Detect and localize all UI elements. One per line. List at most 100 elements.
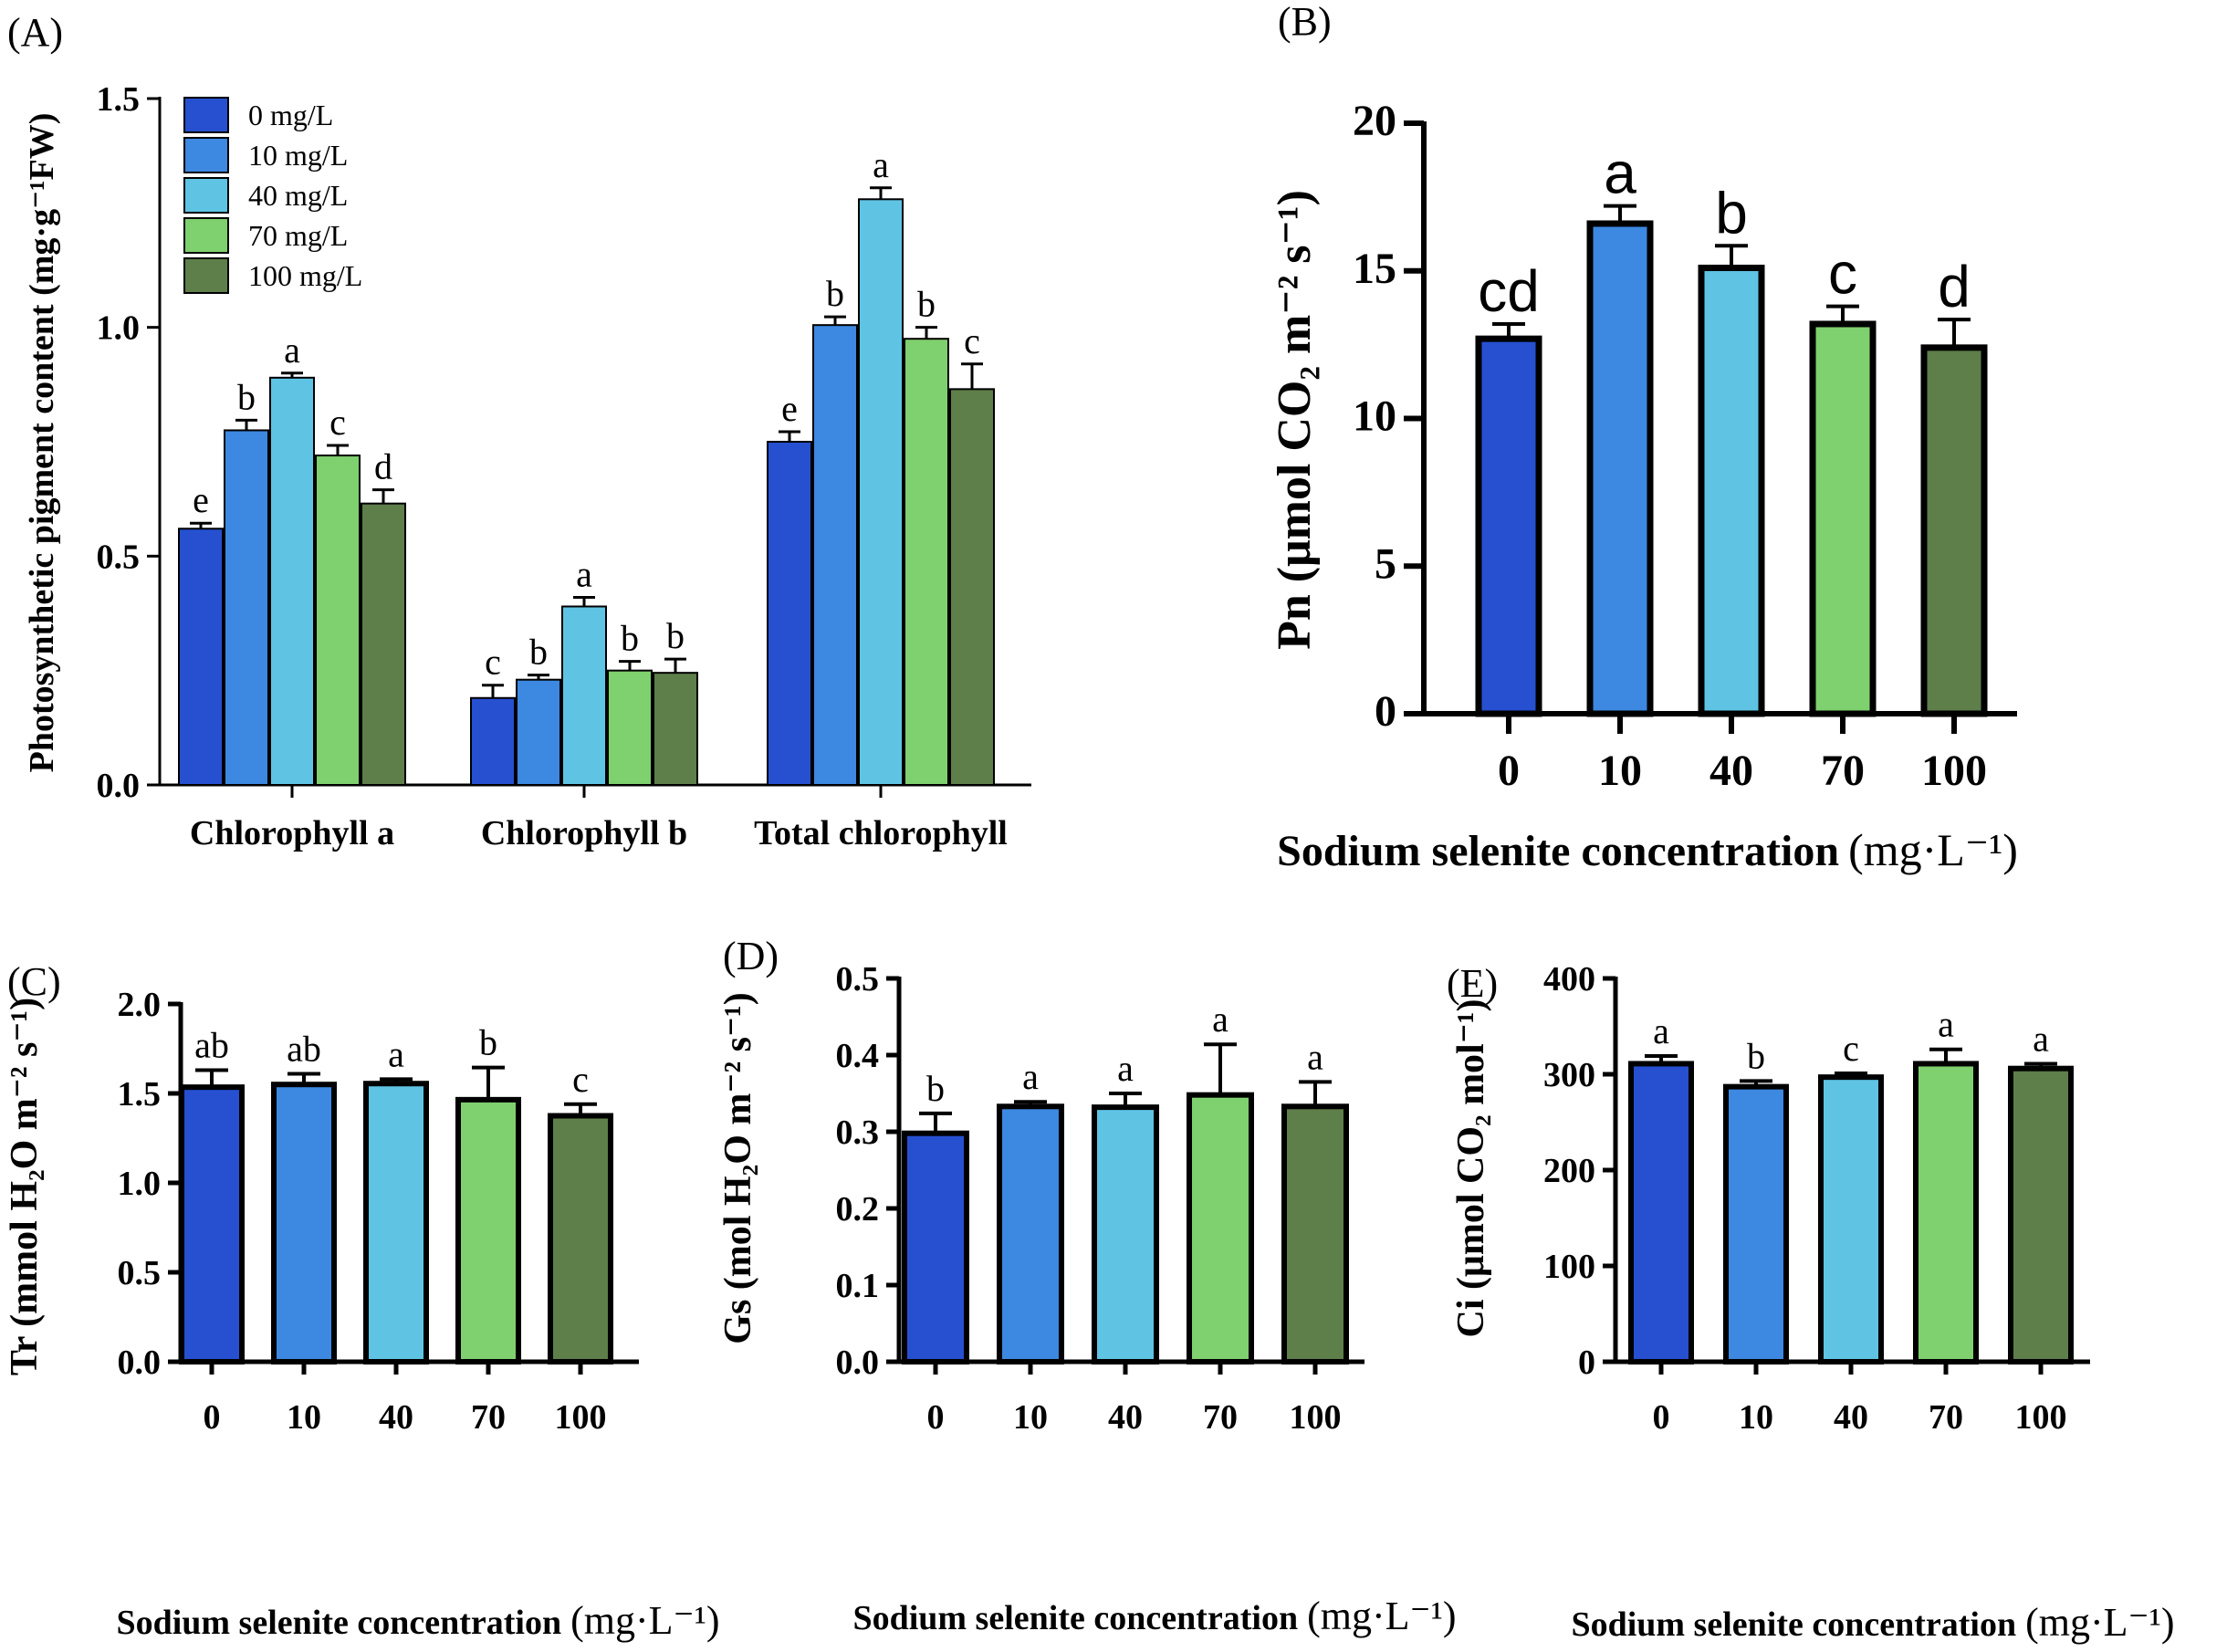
panel-c: 0.00.51.01.52.0ab ab a bc(C)0 10 40 70 100Sodiu… [4, 959, 720, 1643]
legend-swatch [183, 257, 229, 294]
bar [949, 388, 995, 786]
significance-letter: c [1843, 1028, 1859, 1069]
x-axis-title-unit: (mg·L⁻¹) [1307, 1594, 1456, 1638]
y-tick-label: 0.0 [97, 767, 141, 805]
y-tick-label: 200 [1543, 1152, 1595, 1190]
panel-label-e: (E) [1447, 961, 1498, 1006]
bar [1723, 1083, 1789, 1365]
significance-letter: b [237, 376, 256, 417]
x-axis-title-unit: (mg·L⁻¹) [1848, 824, 2018, 875]
bar [516, 678, 561, 787]
legend-swatch [183, 97, 229, 133]
bar [363, 1081, 429, 1364]
bar [902, 1130, 969, 1365]
legend-label: 100 mg/L [248, 259, 362, 292]
significance-letter: b [826, 273, 844, 314]
x-category-label: 40 [379, 1398, 413, 1437]
y-tick-label: 20 [1353, 97, 1396, 145]
significance-letter: d [374, 446, 392, 487]
x-category-label: 40 [1108, 1398, 1143, 1437]
significance-letter: a [873, 144, 889, 185]
y-tick-label: 0.5 [97, 538, 141, 576]
x-category-label: 70 [471, 1398, 506, 1437]
y-tick-label: 0.2 [836, 1190, 880, 1229]
panel-label-d: (D) [723, 934, 779, 978]
significance-letter: e [193, 479, 209, 520]
bar [904, 338, 949, 786]
bar [224, 429, 269, 786]
bar [1818, 1074, 1884, 1365]
bar [1698, 265, 1765, 717]
bar [561, 605, 607, 786]
y-tick-label: 15 [1353, 245, 1396, 293]
y-tick-label: 0.1 [836, 1267, 880, 1305]
x-category-label: 10 [1013, 1398, 1048, 1437]
bar [1187, 1092, 1254, 1365]
significance-letter: d [1938, 254, 1971, 319]
legend-label: 70 mg/L [248, 219, 348, 252]
x-category-label: 100 [2015, 1398, 2067, 1437]
x-axis-title-text: Sodium selenite concentration [1571, 1605, 2016, 1644]
x-axis-title-unit: (mg·L⁻¹) [2025, 1600, 2174, 1645]
y-axis-title: Gs (mol H₂O m⁻² s⁻¹) [717, 992, 759, 1344]
bar [812, 324, 858, 786]
y-tick-label: 0.0 [118, 1344, 162, 1382]
panel-label-b: (B) [1278, 0, 1332, 44]
y-tick-label: 0.4 [836, 1037, 880, 1075]
legend-label: 0 mg/L [248, 99, 333, 131]
bar [271, 1082, 337, 1364]
significance-letter: b [1747, 1035, 1765, 1076]
x-axis-title-text: Sodium selenite concentration [116, 1604, 561, 1642]
bar [178, 528, 224, 787]
x-category-label: 100 [1921, 747, 1987, 795]
significance-letter: b [926, 1068, 945, 1109]
bar [315, 455, 361, 786]
significance-letter: b [529, 632, 548, 673]
x-category-label: 0 [1653, 1398, 1670, 1437]
y-tick-label: 100 [1543, 1248, 1595, 1286]
significance-letter: e [781, 388, 798, 429]
bar [470, 696, 516, 786]
x-category-label: 10 [1739, 1398, 1773, 1437]
significance-letter: c [572, 1059, 589, 1100]
x-category-label: 70 [1821, 747, 1865, 795]
x-category-label: 10 [1598, 747, 1642, 795]
bar [269, 376, 315, 786]
significance-letter: a [1307, 1036, 1323, 1077]
significance-letter: c [329, 402, 346, 443]
x-axis-title: Sodium selenite concentration (mg·L⁻¹) [1277, 824, 2018, 875]
legend-swatch [183, 177, 229, 214]
x-category-label: 40 [1834, 1398, 1868, 1437]
x-axis-title: Sodium selenite concentration (mg·L⁻¹) [1571, 1600, 2174, 1645]
significance-letter: a [284, 329, 300, 371]
significance-letter: a [2033, 1018, 2049, 1059]
x-category-label: 0 [204, 1398, 221, 1437]
significance-letter: a [576, 553, 592, 594]
x-category-label: 100 [555, 1398, 607, 1437]
legend-label: 40 mg/L [248, 179, 348, 212]
panel-e: 0 100 200 300 400 a b c a a (E) 0 10 40 70 100 Sodium se… [1447, 960, 2175, 1645]
bar [1586, 220, 1654, 717]
significance-letter: c [964, 320, 980, 361]
panel-label-c: (C) [7, 959, 61, 1004]
significance-letter: b [917, 284, 936, 325]
significance-letter: b [621, 618, 639, 659]
y-axis-title: Photosynthetic pigment content (mg·g⁻¹FW… [23, 113, 61, 773]
x-axis-title-text: Sodium selenite concentration [1277, 827, 1839, 875]
bar [858, 198, 904, 786]
bar [1809, 320, 1877, 717]
bar [361, 502, 406, 786]
significance-letter: b [666, 615, 685, 656]
significance-letter: a [1938, 1004, 1954, 1045]
significance-letter: ab [194, 1025, 229, 1066]
x-category-label: Chlorophyll a [190, 814, 394, 852]
x-category-label: Chlorophyll b [481, 814, 687, 852]
bar [1913, 1061, 1979, 1364]
bar [179, 1084, 245, 1364]
significance-letter: c [485, 642, 501, 683]
significance-letter: a [1212, 999, 1229, 1040]
significance-letter: ab [287, 1028, 321, 1069]
